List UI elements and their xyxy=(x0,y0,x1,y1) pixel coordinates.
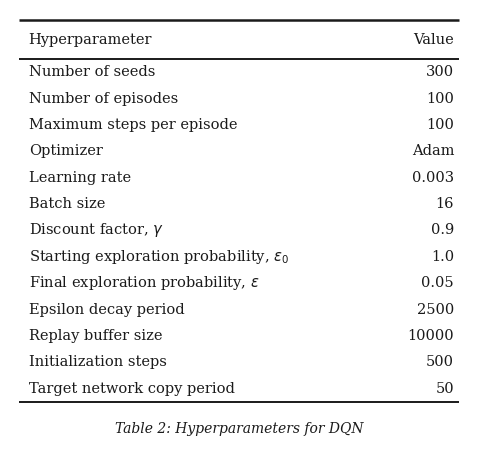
Text: Optimizer: Optimizer xyxy=(29,144,103,158)
Text: Discount factor, $\gamma$: Discount factor, $\gamma$ xyxy=(29,222,163,239)
Text: Initialization steps: Initialization steps xyxy=(29,355,166,369)
Text: Epsilon decay period: Epsilon decay period xyxy=(29,302,185,316)
Text: Table 2: Hyperparameters for DQN: Table 2: Hyperparameters for DQN xyxy=(115,422,363,436)
Text: Final exploration probability, $\epsilon$: Final exploration probability, $\epsilon… xyxy=(29,274,260,292)
Text: Starting exploration probability, $\epsilon_0$: Starting exploration probability, $\epsi… xyxy=(29,248,289,266)
Text: Maximum steps per episode: Maximum steps per episode xyxy=(29,118,237,132)
Text: 2500: 2500 xyxy=(417,302,454,316)
Text: 300: 300 xyxy=(426,65,454,79)
Text: 1.0: 1.0 xyxy=(431,250,454,264)
Text: 100: 100 xyxy=(426,92,454,106)
Text: Target network copy period: Target network copy period xyxy=(29,382,235,395)
Text: 500: 500 xyxy=(426,355,454,369)
Text: 100: 100 xyxy=(426,118,454,132)
Text: 0.05: 0.05 xyxy=(422,276,454,290)
Text: 0.9: 0.9 xyxy=(431,223,454,237)
Text: Number of seeds: Number of seeds xyxy=(29,65,155,79)
Text: Value: Value xyxy=(413,33,454,47)
Text: 0.003: 0.003 xyxy=(412,171,454,185)
Text: 16: 16 xyxy=(435,197,454,211)
Text: Hyperparameter: Hyperparameter xyxy=(29,33,152,47)
Text: Adam: Adam xyxy=(412,144,454,158)
Text: Replay buffer size: Replay buffer size xyxy=(29,329,162,343)
Text: 10000: 10000 xyxy=(407,329,454,343)
Text: Number of episodes: Number of episodes xyxy=(29,92,178,106)
Text: Batch size: Batch size xyxy=(29,197,105,211)
Text: Learning rate: Learning rate xyxy=(29,171,131,185)
Text: 50: 50 xyxy=(435,382,454,395)
